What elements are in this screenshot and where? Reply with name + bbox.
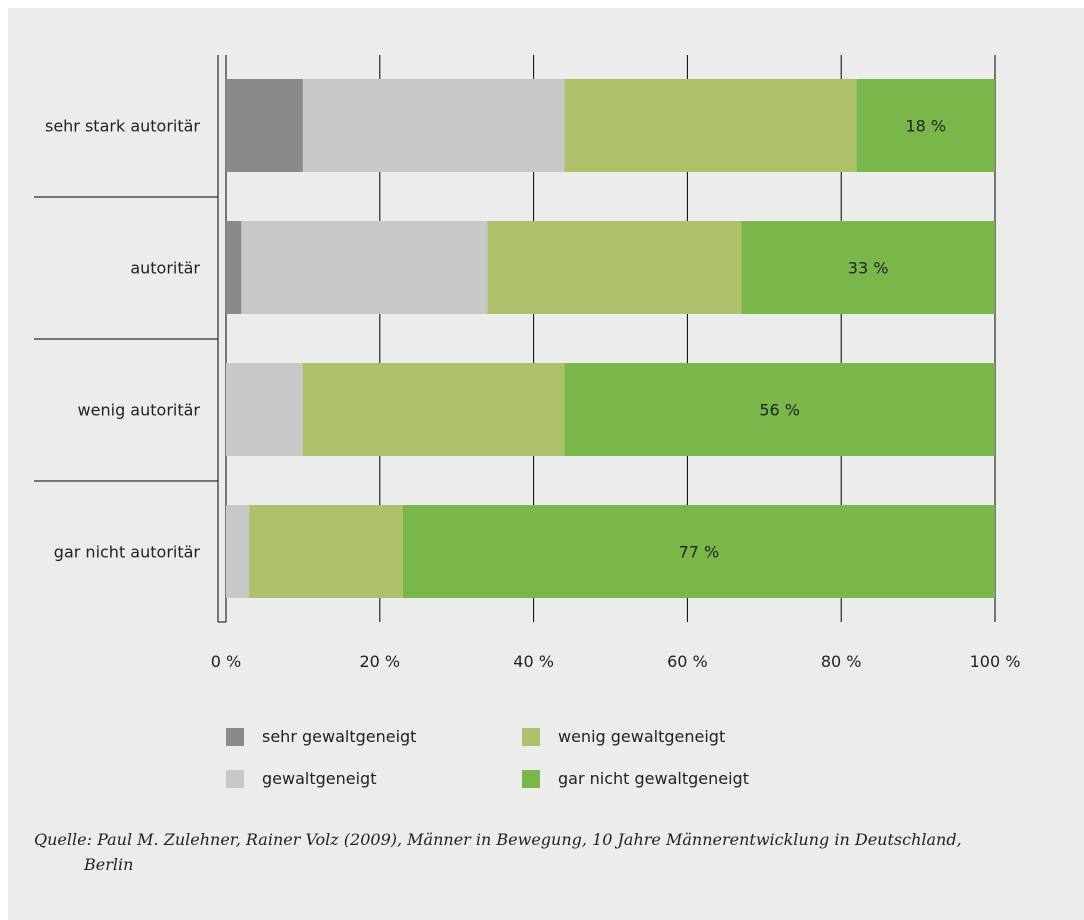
legend-swatch <box>522 727 540 746</box>
bar-segment <box>302 363 565 456</box>
category-label: wenig autoritär <box>78 401 201 420</box>
legend-item-gewaltgeneigt: gewaltgeneigt <box>226 769 376 788</box>
source-line-1: Quelle: Paul M. Zulehner, Rainer Volz (2… <box>34 830 962 849</box>
bar-segment <box>487 221 742 314</box>
bar-segment <box>226 363 303 456</box>
bar-segment <box>241 221 488 314</box>
legend-swatch <box>226 769 244 788</box>
bar-segment <box>226 79 303 172</box>
bar-segment <box>226 505 250 598</box>
data-label: 18 % <box>905 117 946 136</box>
x-tick-label: 60 % <box>667 652 708 671</box>
x-tick-label: 20 % <box>359 652 400 671</box>
legend-swatch <box>522 769 540 788</box>
data-label: 56 % <box>759 401 800 420</box>
source-line-2: Berlin <box>84 855 134 874</box>
data-label: 33 % <box>848 259 889 278</box>
x-tick-label: 40 % <box>513 652 554 671</box>
legend-label: gar nicht gewaltgeneigt <box>558 769 749 788</box>
legend-label: wenig gewaltgeneigt <box>558 727 726 746</box>
bar-segment <box>564 79 857 172</box>
legend-label: gewaltgeneigt <box>262 769 377 788</box>
category-label: autoritär <box>130 259 200 278</box>
stacked-bar-chart: 18 % sehr stark autoritär 33 % autoritär 56 … <box>34 55 1021 671</box>
legend-item-wenig-gewaltgeneigt: wenig gewaltgeneigt <box>522 727 725 746</box>
bar-segment <box>856 79 995 172</box>
bar-segment <box>402 505 995 598</box>
data-label: 77 % <box>679 543 720 562</box>
category-label: sehr stark autoritär <box>45 117 200 136</box>
legend-label: sehr gewaltgeneigt <box>262 727 417 746</box>
bar-segment <box>302 79 565 172</box>
x-tick-label: 0 % <box>211 652 241 671</box>
source-citation: Quelle: Paul M. Zulehner, Rainer Volz (2… <box>34 827 1044 877</box>
legend-swatch <box>226 727 244 746</box>
legend-item-gar-nicht-gewaltgeneigt: gar nicht gewaltgeneigt <box>522 769 749 788</box>
legend-item-sehr-gewaltgeneigt: sehr gewaltgeneigt <box>226 727 416 746</box>
bar-segment <box>741 221 995 314</box>
bar-segment <box>249 505 403 598</box>
bar-segment <box>226 221 242 314</box>
x-tick-label: 80 % <box>821 652 862 671</box>
category-label: gar nicht autoritär <box>54 543 201 562</box>
x-tick-label: 100 % <box>970 652 1021 671</box>
bar-segment <box>564 363 995 456</box>
